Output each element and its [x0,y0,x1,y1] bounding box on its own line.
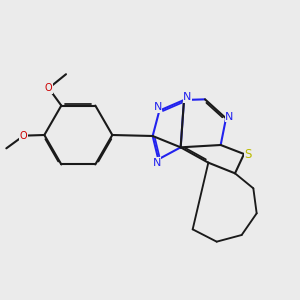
Text: N: N [183,92,191,102]
Text: S: S [244,148,252,161]
Text: N: N [225,112,233,122]
Text: N: N [152,158,161,168]
Text: O: O [45,83,52,93]
Text: N: N [154,102,162,112]
Text: O: O [20,131,28,141]
